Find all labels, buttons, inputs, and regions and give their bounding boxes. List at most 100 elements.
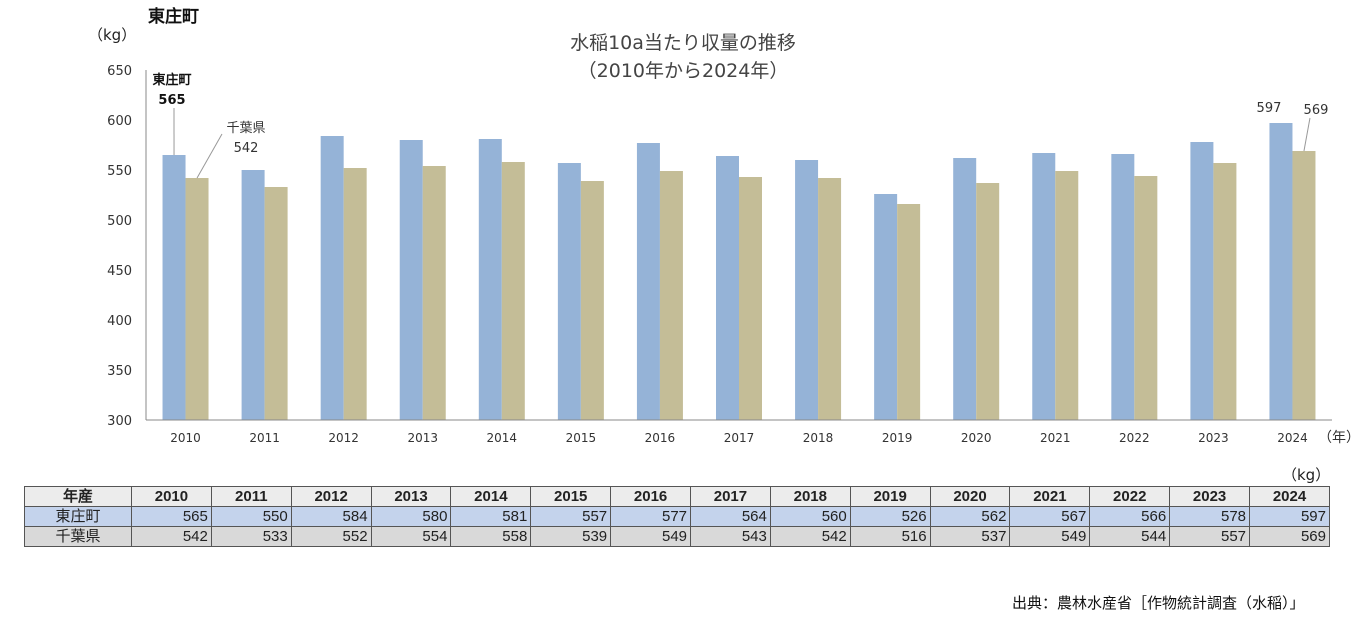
bar-town-2023	[1190, 142, 1214, 420]
bar-pref-2015	[580, 181, 604, 420]
bar-pref-2023	[1213, 163, 1237, 420]
table-year-header: 2015	[530, 486, 612, 507]
table-row-label-pref: 千葉県	[24, 526, 132, 547]
table-cell-town: 597	[1249, 506, 1330, 527]
table-cell-town: 577	[610, 506, 692, 527]
table-year-header: 2010	[131, 486, 212, 507]
x-tick-label: 2014	[487, 431, 518, 445]
bar-pref-2018	[818, 178, 842, 420]
annotation-last-pref-leader	[1303, 117, 1311, 152]
table-cell-town: 580	[370, 506, 452, 527]
y-tick-label: 300	[107, 414, 132, 429]
table-cell-pref: 542	[769, 526, 851, 547]
bar-town-2015	[557, 163, 581, 420]
x-tick-label: 2024	[1277, 431, 1308, 445]
bar-town-2014	[478, 139, 502, 420]
table-year-header: 2024	[1249, 486, 1330, 507]
bar-town-2020	[953, 158, 977, 420]
table-cell-town: 557	[530, 506, 612, 527]
y-tick-label: 650	[107, 64, 132, 79]
table-cell-town: 550	[210, 506, 292, 527]
table-cell-pref: 558	[450, 526, 532, 547]
bars	[162, 123, 1316, 420]
y-axis: 300 350 400 450 500 550 600 650	[107, 64, 147, 429]
bar-pref-2019	[897, 204, 921, 420]
bar-pref-2021	[1055, 171, 1079, 420]
table-cell-pref: 539	[530, 526, 612, 547]
annotations: 東庄町 565 千葉県 542 597 569	[152, 72, 1328, 179]
table-header-row: 年産 2010 2011 2012 2013 2014 2015 2016 2017 2018 2…	[24, 486, 1330, 507]
table-unit: （kg）	[1282, 466, 1331, 484]
table-cell-pref: 552	[290, 526, 372, 547]
x-axis-unit: （年）	[1318, 430, 1360, 446]
y-tick-label: 500	[107, 214, 132, 229]
annotation-pref-name: 千葉県	[226, 121, 265, 136]
table-cell-pref: 549	[610, 526, 692, 547]
x-tick-label: 2012	[328, 431, 359, 445]
table-row-pref: 千葉県 542 533 552 554 558 539 549 543 542 516 537 549…	[24, 526, 1330, 547]
bar-town-2013	[399, 140, 423, 420]
table-year-header: 2016	[610, 486, 692, 507]
table-year-header: 2020	[929, 486, 1011, 507]
annotation-last-town-value: 597	[1257, 101, 1282, 116]
bar-pref-2022	[1134, 176, 1158, 420]
table-year-header: 2013	[370, 486, 452, 507]
x-tick-label: 2022	[1119, 431, 1150, 445]
bar-pref-2014	[501, 162, 525, 420]
bar-pref-2010	[185, 178, 209, 420]
table-cell-pref: 569	[1249, 526, 1330, 547]
table-cell-town: 562	[929, 506, 1011, 527]
bar-pref-2016	[659, 171, 683, 420]
table-row-town: 東庄町 565 550 584 580 581 557 577 564 560 526 562 567…	[24, 506, 1330, 527]
table-year-header: 2022	[1089, 486, 1171, 507]
bar-town-2017	[716, 156, 739, 420]
bar-pref-2020	[976, 183, 1000, 420]
bar-town-2019	[874, 194, 898, 420]
y-tick-label: 550	[107, 164, 132, 179]
table-year-header: 2011	[210, 486, 292, 507]
chart-title: 水稲10a当たり収量の推移	[570, 32, 796, 54]
x-tick-label: 2011	[249, 431, 280, 445]
table-cell-town: 584	[290, 506, 372, 527]
x-tick-label: 2016	[645, 431, 676, 445]
table-cell-pref: 549	[1009, 526, 1091, 547]
chart-subtitle: （2010年から2024年）	[577, 60, 789, 82]
annotation-town-value: 565	[158, 93, 185, 108]
bar-pref-2013	[422, 166, 446, 420]
annotation-pref-leader	[196, 133, 223, 179]
table-cell-town: 526	[849, 506, 931, 527]
x-tick-label: 2015	[566, 431, 597, 445]
corner-title: 東庄町	[148, 7, 199, 27]
source-note: 出典：農林水産省［作物統計調査（水稲）」	[1012, 594, 1305, 612]
table-year-header: 2012	[290, 486, 372, 507]
x-tick-label: 2023	[1198, 431, 1229, 445]
table-cell-pref: 554	[370, 526, 452, 547]
table-cell-town: 560	[769, 506, 851, 527]
bar-town-2011	[241, 170, 265, 420]
table-year-header: 2017	[690, 486, 771, 507]
table-year-header: 2018	[769, 486, 851, 507]
table-cell-town: 581	[450, 506, 532, 527]
table-cell-town: 566	[1089, 506, 1171, 527]
table-cell-pref: 537	[929, 526, 1011, 547]
y-tick-label: 450	[107, 264, 132, 279]
x-tick-label: 2013	[407, 431, 438, 445]
table-cell-town: 565	[131, 506, 212, 527]
y-tick-label: 600	[107, 114, 132, 129]
bar-town-2010	[162, 155, 186, 420]
bar-pref-2011	[264, 187, 288, 420]
table-cell-pref: 533	[210, 526, 292, 547]
table-cell-town: 564	[690, 506, 771, 527]
table-cell-pref: 544	[1089, 526, 1171, 547]
bar-town-2022	[1111, 154, 1135, 420]
annotation-town-name: 東庄町	[152, 72, 191, 88]
table-cell-pref: 542	[131, 526, 212, 547]
bar-pref-2024	[1292, 151, 1316, 420]
x-tick-label: 2010	[170, 431, 201, 445]
bar-pref-2017	[739, 177, 762, 420]
bar-town-2012	[320, 136, 344, 420]
table-corner-label: 年産	[24, 486, 132, 507]
y-axis-unit: （kg）	[88, 26, 137, 44]
table-cell-town: 567	[1009, 506, 1091, 527]
